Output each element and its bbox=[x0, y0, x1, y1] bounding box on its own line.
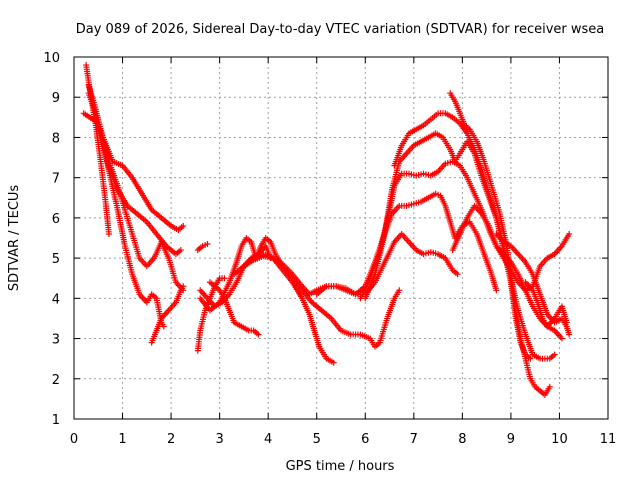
x-tick-label: 2 bbox=[167, 432, 175, 447]
y-tick-label: 2 bbox=[52, 373, 60, 388]
y-tick-label: 4 bbox=[52, 292, 60, 307]
series-s14 bbox=[313, 190, 500, 298]
plot-area bbox=[80, 62, 573, 398]
series-s13 bbox=[240, 230, 461, 298]
data-point bbox=[558, 335, 565, 342]
x-tick-label: 5 bbox=[313, 432, 321, 447]
data-point bbox=[454, 271, 461, 278]
x-tick-label: 1 bbox=[118, 432, 126, 447]
series-s5 bbox=[95, 126, 184, 258]
y-tick-label: 6 bbox=[52, 212, 60, 227]
x-tick-label: 0 bbox=[70, 432, 78, 447]
data-point bbox=[396, 287, 403, 294]
chart-title: Day 089 of 2026, Sidereal Day-to-day VTE… bbox=[76, 22, 605, 37]
x-tick-label: 6 bbox=[361, 432, 369, 447]
data-point bbox=[255, 331, 262, 338]
series-s21 bbox=[522, 279, 570, 330]
data-point bbox=[221, 275, 228, 282]
y-tick-label: 1 bbox=[52, 413, 60, 428]
series-s11 bbox=[206, 279, 262, 338]
series-s18 bbox=[447, 90, 553, 398]
data-point bbox=[105, 230, 112, 237]
x-tick-label: 10 bbox=[551, 432, 568, 447]
series-s12 bbox=[231, 251, 337, 366]
x-tick-label: 7 bbox=[410, 432, 418, 447]
series-s8 bbox=[194, 241, 211, 254]
y-tick-label: 3 bbox=[52, 333, 60, 348]
data-point bbox=[180, 222, 187, 229]
data-point bbox=[180, 283, 187, 290]
y-tick-label: 8 bbox=[52, 131, 60, 146]
data-point bbox=[330, 359, 337, 366]
x-tick-label: 3 bbox=[215, 432, 223, 447]
series-s6 bbox=[148, 283, 187, 346]
x-tick-label: 8 bbox=[458, 432, 466, 447]
series-s9 bbox=[197, 243, 274, 310]
data-point bbox=[204, 241, 211, 248]
x-axis-label: GPS time / hours bbox=[286, 459, 395, 474]
data-point bbox=[563, 319, 570, 326]
data-point bbox=[546, 383, 553, 390]
x-tick-label: 11 bbox=[600, 432, 617, 447]
data-point bbox=[566, 331, 573, 338]
series-s7 bbox=[194, 275, 228, 354]
y-tick-label: 9 bbox=[52, 91, 60, 106]
x-tick-label: 9 bbox=[507, 432, 515, 447]
y-axis-label: SDTVAR / TECUs bbox=[7, 185, 22, 292]
series-s3 bbox=[85, 90, 187, 294]
data-point bbox=[493, 287, 500, 294]
x-tick-label: 4 bbox=[264, 432, 272, 447]
data-point bbox=[551, 351, 558, 358]
y-tick-label: 5 bbox=[52, 252, 60, 267]
y-tick-label: 7 bbox=[52, 172, 60, 187]
data-point bbox=[566, 230, 573, 237]
y-tick-label: 10 bbox=[43, 51, 60, 66]
data-point bbox=[177, 247, 184, 254]
series-s20 bbox=[493, 230, 573, 338]
data-point bbox=[160, 323, 167, 330]
plot-frame bbox=[73, 56, 609, 420]
